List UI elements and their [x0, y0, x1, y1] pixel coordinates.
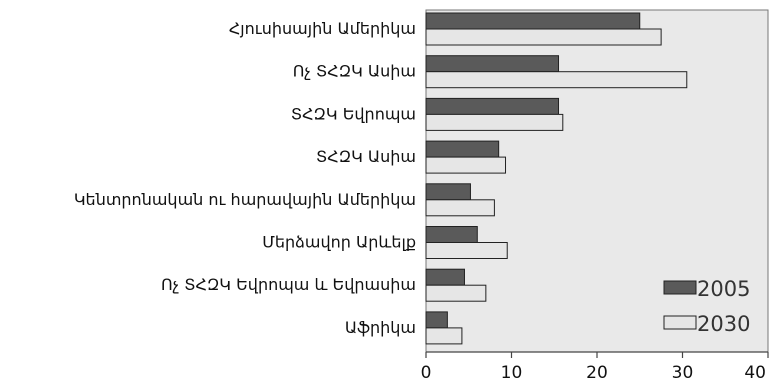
bar-series-2030-cat-1	[425, 71, 688, 89]
legend-swatch-2005	[663, 280, 697, 295]
category-label: ՏՀԶԿ Եվրոպա	[291, 104, 416, 123]
x-tick-label: 10	[501, 363, 523, 383]
category-label: Ոչ ՏՀԶԿ Եվրոպա և Եվրասիա	[161, 275, 416, 294]
bar-series-2030-cat-2	[425, 113, 564, 131]
bar-series-2030-cat-5	[425, 242, 508, 259]
bar-series-2005-cat-0	[425, 12, 641, 30]
bar-series-2030-cat-3	[425, 156, 507, 174]
bar-series-2005-cat-5	[425, 226, 478, 243]
bar-series-2030-cat-7	[425, 327, 463, 345]
bar-series-2005-cat-3	[425, 140, 500, 158]
x-tick-label: 30	[672, 363, 694, 383]
bar-series-2030-cat-4	[425, 199, 495, 217]
bar-series-2030-cat-6	[425, 284, 487, 302]
category-label: ՏՀԶԿ Ասիա	[316, 147, 416, 166]
category-label: Մերձավոր Արևելք	[262, 233, 416, 252]
bar-series-2030-cat-0	[425, 28, 662, 46]
bar-series-2005-cat-6	[425, 268, 465, 286]
x-tick-label: 40	[744, 363, 766, 383]
category-label: Կենտրոնական ու հարավային Ամերիկա	[74, 190, 416, 209]
x-axis-ticks: 0 10 20 30 40	[421, 352, 769, 383]
category-label: Ոչ ՏՀԶԿ Ասիա	[293, 62, 416, 81]
bar-series-2005-cat-4	[425, 183, 471, 201]
bar-series-2005-cat-2	[425, 97, 560, 115]
bars-group	[425, 12, 688, 345]
category-label: Աֆրիկա	[345, 318, 416, 337]
legend-swatch-2030	[663, 315, 697, 330]
x-tick-label: 20	[586, 363, 608, 383]
legend: 2005 2030	[663, 277, 750, 336]
x-tick-label: 0	[421, 363, 432, 383]
bar-series-2005-cat-7	[425, 311, 448, 329]
legend-label-2030: 2030	[697, 312, 750, 336]
category-label: Հյուսիսային Ամերիկա	[229, 19, 416, 38]
category-labels: Հյուսիսային Ամերիկա Ոչ ՏՀԶԿ Ասիա ՏՀԶԿ Եվրո…	[74, 19, 416, 337]
legend-label-2005: 2005	[697, 277, 750, 301]
bar-series-2005-cat-1	[425, 55, 560, 73]
